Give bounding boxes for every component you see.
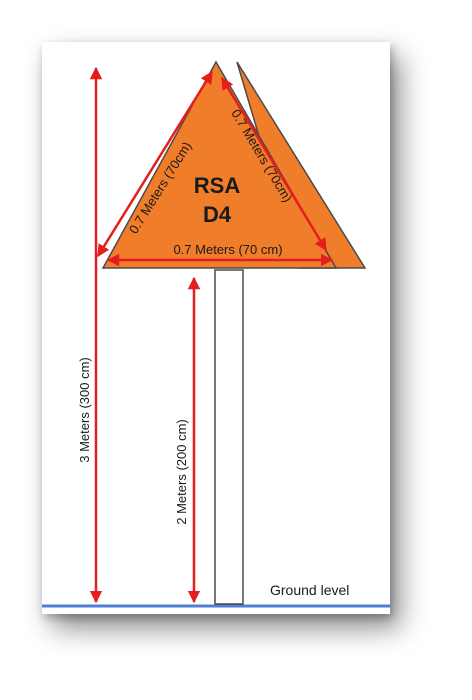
post-height-label: 2 Meters (200 cm) bbox=[174, 419, 189, 524]
sign-post bbox=[214, 269, 244, 605]
ground-level-label: Ground level bbox=[270, 582, 349, 598]
total-height-label: 3 Meters (300 cm) bbox=[77, 357, 92, 462]
side-right-arrow bbox=[220, 76, 328, 252]
sign-text-line2: D4 bbox=[203, 202, 232, 227]
base-label: 0.7 Meters (70 cm) bbox=[173, 242, 282, 257]
sign-text-line1: RSA bbox=[194, 173, 241, 198]
side-left-arrow bbox=[96, 70, 214, 258]
